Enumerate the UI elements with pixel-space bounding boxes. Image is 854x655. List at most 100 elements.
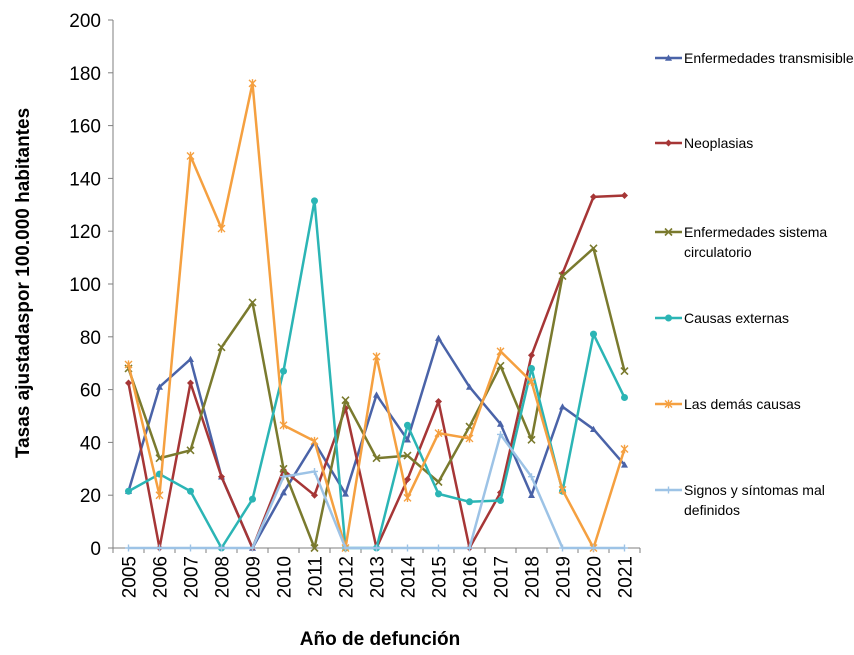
series-line — [127, 199, 626, 550]
data-point — [187, 487, 194, 495]
data-point — [590, 330, 597, 338]
legend-marker — [665, 314, 672, 322]
x-tick-label: 2010 — [275, 556, 296, 598]
data-point — [558, 485, 567, 495]
data-point — [217, 224, 226, 233]
legend-label: definidos — [684, 502, 740, 518]
data-point — [404, 475, 411, 483]
x-tick-label: 2008 — [213, 556, 234, 598]
data-point — [497, 496, 504, 504]
y-tick-label: 120 — [69, 222, 101, 243]
series-enfermedades-transmisibles — [125, 334, 628, 551]
data-point — [156, 544, 163, 552]
data-point — [279, 421, 288, 430]
data-point — [280, 473, 287, 481]
x-tick-label: 2014 — [399, 556, 420, 599]
y-axis-title-group: Tasas ajustadaspor 100.000 habitantes — [13, 108, 34, 458]
data-point — [496, 361, 505, 370]
data-point — [187, 544, 194, 552]
legend-item-enfermedades-transmisibles: Enfermedades transmisibles — [655, 50, 854, 66]
legend-item-causas-externas: Causas externas — [655, 310, 789, 326]
data-point — [558, 272, 567, 281]
data-point — [125, 487, 132, 495]
y-tick-label: 160 — [69, 117, 101, 138]
data-point — [310, 543, 319, 553]
data-point — [621, 544, 628, 552]
data-point — [528, 473, 535, 481]
data-point — [373, 544, 380, 552]
data-point — [372, 352, 381, 361]
data-point — [311, 197, 318, 205]
data-point — [404, 436, 411, 443]
y-tick-label: 180 — [69, 64, 101, 85]
legend-label: Signos y síntomas mal — [684, 482, 825, 498]
series-enfermedades-sistema-circulatorio — [124, 244, 629, 553]
data-point — [280, 367, 287, 375]
y-axis: 0 20 40 60 80 100 120 140 160 180 200 — [69, 11, 114, 560]
series-line — [128, 433, 625, 550]
data-point — [311, 491, 318, 499]
x-axis: 2005 2006 2007 2008 2009 2010 2011 2012 2013 2014… — [112, 547, 641, 599]
legend-item-signos-y-sintomas-mal-definidos: Signos y síntomas mal definidos — [655, 482, 825, 518]
data-point — [528, 351, 535, 359]
data-point — [435, 490, 442, 498]
y-tick-label: 100 — [69, 275, 101, 296]
data-point — [249, 544, 256, 552]
legend: Enfermedades transmisibles Neoplasias Enfe… — [655, 50, 854, 518]
legend-marker — [664, 399, 673, 409]
data-point — [372, 454, 381, 463]
data-point — [248, 298, 257, 307]
data-point — [528, 364, 535, 372]
data-point — [435, 334, 442, 341]
series-line — [127, 82, 626, 550]
data-point — [589, 244, 598, 253]
x-tick-label: 2017 — [492, 556, 513, 598]
x-tick-label: 2006 — [151, 556, 172, 598]
series-neoplasias — [125, 192, 628, 552]
legend-item-enfermedades-sistema-circulatorio: Enfermedades sistema circulatorio — [655, 224, 827, 260]
data-point — [404, 544, 411, 552]
data-point — [186, 446, 195, 455]
data-point — [155, 491, 164, 500]
data-point — [590, 544, 597, 552]
y-tick-label: 80 — [80, 328, 101, 349]
legend-label: Las demás causas — [684, 396, 801, 412]
x-tick-label: 2007 — [182, 556, 203, 598]
data-point — [218, 544, 225, 552]
data-point — [527, 377, 536, 386]
data-point — [559, 544, 566, 552]
x-tick-label: 2016 — [461, 556, 482, 598]
data-point — [466, 498, 473, 506]
data-point — [187, 379, 194, 387]
data-point — [435, 544, 442, 552]
data-point — [310, 436, 319, 446]
legend-marker — [665, 139, 672, 147]
data-point — [621, 394, 628, 402]
data-point — [373, 391, 380, 398]
data-point — [186, 151, 195, 161]
y-tick-label: 200 — [69, 11, 101, 32]
data-point — [620, 444, 629, 454]
x-tick-label: 2020 — [585, 556, 606, 598]
data-point — [465, 434, 474, 443]
data-point — [434, 477, 443, 487]
data-point — [403, 493, 412, 503]
legend-label: circulatorio — [684, 244, 752, 260]
data-point — [590, 425, 597, 432]
y-tick-label: 20 — [80, 486, 101, 507]
data-point — [249, 495, 256, 503]
data-point — [496, 347, 505, 356]
data-point — [466, 544, 473, 552]
data-point — [404, 421, 411, 429]
data-point — [497, 430, 504, 438]
x-tick-label: 2018 — [523, 556, 544, 598]
data-point — [156, 383, 163, 390]
legend-label: Neoplasias — [684, 135, 753, 151]
data-point — [125, 379, 132, 387]
data-point — [527, 435, 536, 444]
data-point — [279, 464, 288, 473]
legend-label: Causas externas — [684, 310, 789, 326]
legend-label: Enfermedades transmisibles — [684, 50, 854, 66]
series-group — [124, 79, 629, 553]
